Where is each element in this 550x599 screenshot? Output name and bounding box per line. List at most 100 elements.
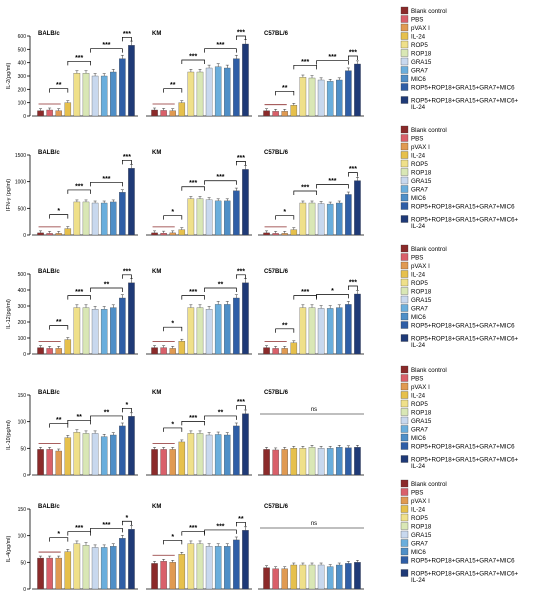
legend-label: PBS (411, 17, 423, 24)
significance-bracket (181, 59, 205, 64)
bar (73, 432, 81, 476)
bar (151, 347, 158, 355)
bar (299, 448, 307, 476)
y-axis-label: IFN-γ (pg/ml) (6, 179, 12, 211)
bar (37, 110, 44, 117)
significance-label: *** (102, 42, 110, 49)
legend-label-continued: IL-24 (411, 342, 426, 349)
y-axis-label: IL-2(pg/ml) (6, 63, 12, 90)
bar (326, 81, 334, 117)
bar (64, 551, 72, 590)
significance-label: *** (216, 174, 224, 181)
legend-swatch (400, 202, 409, 210)
legend-swatch (400, 244, 409, 253)
significance-label: *** (189, 525, 197, 532)
bar (354, 562, 361, 590)
panel-BALB/c: BALB/c** ***** (32, 390, 138, 476)
significance-label: *** (301, 289, 309, 296)
significance-label: *** (189, 54, 197, 61)
legend-label: pVAX I (411, 384, 430, 391)
bar (242, 413, 249, 476)
bar (281, 449, 288, 476)
significance-bracket (348, 285, 358, 290)
bar (233, 425, 240, 476)
significance-label: *** (301, 59, 309, 66)
bar (345, 304, 352, 355)
significance-label: ** (76, 414, 82, 421)
bar (169, 562, 176, 590)
bar (224, 304, 231, 355)
bar (214, 200, 222, 236)
legend-label: ROP18 (411, 51, 432, 58)
legend-label: ROP5+ROP18+GRA15+GRA7+MIC6+ (411, 336, 519, 343)
bar (119, 192, 126, 236)
significance-bracket (67, 531, 91, 536)
legend-label: ROP5+ROP18+GRA15+GRA7+MIC6+ (411, 98, 519, 105)
significance-bracket (204, 287, 237, 292)
legend-swatch (400, 374, 409, 382)
bar (317, 79, 325, 117)
significance-bracket (163, 326, 183, 332)
bar (82, 73, 90, 117)
y-tick-label: 1500 (15, 153, 26, 159)
legend-swatch (400, 74, 409, 83)
bar (160, 449, 167, 476)
significance-bracket (122, 407, 132, 413)
legend-swatch (400, 253, 409, 261)
panel-BALB/c: BALB/c*********** (32, 31, 138, 117)
significance-label: ** (282, 322, 288, 329)
legend-swatch (400, 334, 409, 342)
panel-title: KM (152, 504, 161, 510)
legend-swatch (400, 278, 409, 287)
panel-BALB/c: BALB/c********** (32, 150, 138, 236)
legend-label-continued: IL-24 (411, 104, 426, 111)
bar (46, 348, 53, 355)
legend-swatch (400, 287, 409, 295)
y-tick-label: 0 (23, 114, 26, 120)
bar (263, 347, 270, 355)
legend-label: ROP5 (411, 515, 428, 522)
legend-label: PBS (411, 376, 423, 383)
bar (233, 190, 240, 236)
legend-label: GRA15 (411, 532, 432, 539)
significance-bracket (204, 48, 237, 53)
significance-label: *** (75, 525, 83, 532)
bar (281, 233, 288, 236)
bar (82, 545, 90, 590)
significance-label: * (283, 209, 286, 216)
legend-swatch (400, 66, 409, 74)
bar (151, 563, 158, 590)
significance-bracket (181, 295, 205, 300)
legend-swatch (400, 49, 409, 57)
significance-bracket (181, 421, 205, 426)
legend-label: GRA7 (411, 541, 428, 548)
y-tick-label: 100 (18, 420, 27, 426)
bar (272, 111, 279, 117)
bar (128, 416, 135, 476)
bar (100, 75, 108, 117)
bar (354, 63, 361, 117)
bar (110, 434, 117, 476)
bar (354, 293, 361, 355)
panel-KM: KM********* (146, 268, 252, 355)
bar (46, 449, 53, 476)
legend-swatch (400, 312, 409, 321)
significance-bracket (49, 214, 69, 219)
bar (64, 437, 72, 476)
bar (345, 447, 352, 476)
legend-swatch (400, 23, 409, 32)
bar (178, 229, 186, 236)
panel-BALB/c: BALB/c**** **** (32, 504, 138, 590)
bar (272, 568, 279, 590)
legend-swatch (400, 399, 409, 408)
bar (151, 449, 158, 476)
legend-swatch (400, 433, 409, 442)
legend-swatch (400, 488, 409, 496)
bar (272, 348, 279, 355)
bar (178, 341, 186, 355)
significance-label: * (171, 209, 174, 216)
bar (290, 342, 298, 355)
